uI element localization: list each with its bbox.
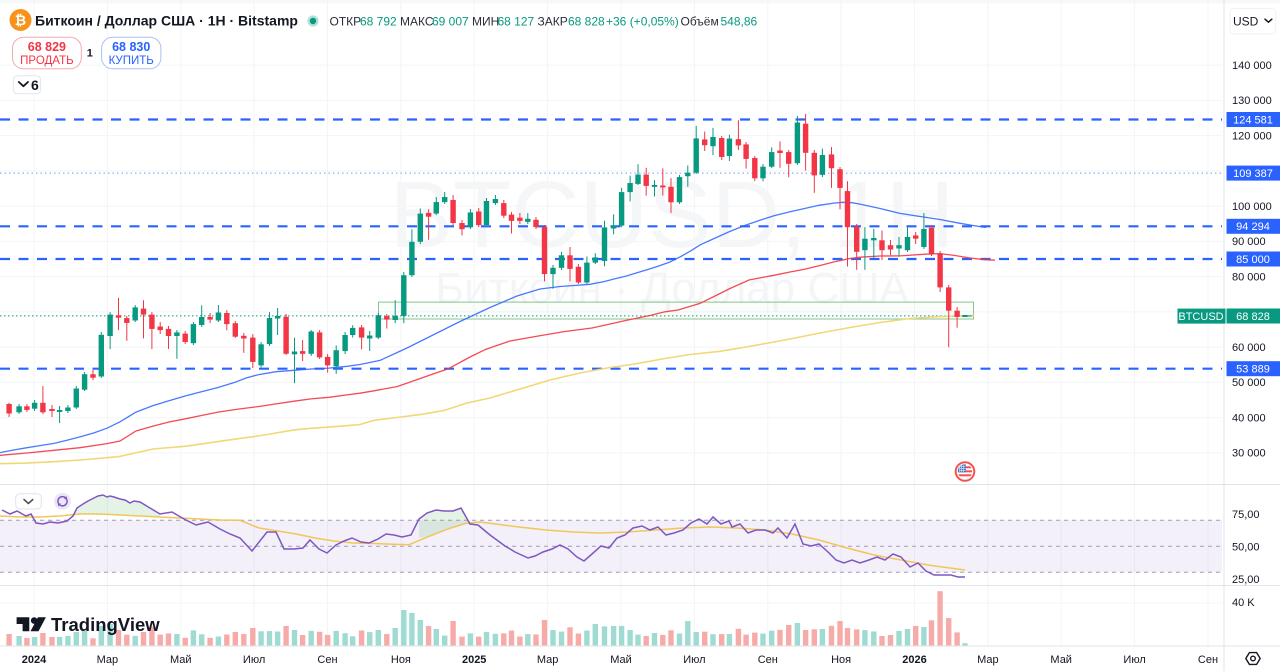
svg-text:Май: Май <box>610 654 632 666</box>
svg-text:Сен: Сен <box>758 654 778 666</box>
svg-text:2024: 2024 <box>22 654 47 666</box>
svg-text:Мар: Мар <box>537 654 559 666</box>
svg-text:TradingView: TradingView <box>51 614 160 635</box>
svg-text:1: 1 <box>87 48 93 60</box>
svg-text:Сен: Сен <box>317 654 337 666</box>
svg-text:ПРОДАТЬ: ПРОДАТЬ <box>20 55 74 67</box>
svg-text:124 581: 124 581 <box>1233 114 1273 126</box>
svg-text:Мар: Мар <box>97 654 119 666</box>
svg-text:2025: 2025 <box>462 654 486 666</box>
svg-text:109 387: 109 387 <box>1233 168 1273 180</box>
svg-text:69 007: 69 007 <box>432 15 469 29</box>
svg-text:120 000: 120 000 <box>1232 130 1272 142</box>
svg-text:100 000: 100 000 <box>1232 201 1272 213</box>
svg-text:Сен: Сен <box>1198 654 1218 666</box>
svg-text:BTCUSD: BTCUSD <box>1178 311 1223 323</box>
svg-text:Июл: Июл <box>243 654 265 666</box>
svg-text:548,86: 548,86 <box>721 15 758 29</box>
svg-text:ОТКР: ОТКР <box>330 15 362 29</box>
svg-text:80 000: 80 000 <box>1232 271 1266 283</box>
svg-text:Май: Май <box>1050 654 1072 666</box>
svg-text:53 889: 53 889 <box>1236 364 1270 376</box>
svg-text:50 000: 50 000 <box>1232 377 1266 389</box>
svg-text:94 294: 94 294 <box>1236 221 1270 233</box>
svg-text:КУПИТЬ: КУПИТЬ <box>109 55 154 67</box>
svg-text:30 000: 30 000 <box>1232 448 1266 460</box>
svg-text:Май: Май <box>170 654 192 666</box>
svg-text:Биткоин / Доллар США · 1H · Bi: Биткоин / Доллар США · 1H · Bitstamp <box>35 13 298 29</box>
svg-text:+36 (+0,05%): +36 (+0,05%) <box>606 15 679 29</box>
svg-text:130 000: 130 000 <box>1232 95 1272 107</box>
svg-text:Мар: Мар <box>977 654 999 666</box>
svg-text:40 K: 40 K <box>1232 597 1255 609</box>
svg-text:68 792: 68 792 <box>360 15 397 29</box>
svg-text:75,00: 75,00 <box>1232 509 1260 521</box>
svg-text:68 829: 68 829 <box>28 40 66 54</box>
svg-text:МИН: МИН <box>472 15 499 29</box>
svg-text:BTCUSD, 1H: BTCUSD, 1H <box>390 162 955 268</box>
svg-text:Июл: Июл <box>1123 654 1145 666</box>
svg-text:Ноя: Ноя <box>391 654 411 666</box>
svg-text:140 000: 140 000 <box>1232 60 1272 72</box>
svg-text:25,00: 25,00 <box>1232 574 1260 586</box>
svg-text:50,00: 50,00 <box>1232 541 1260 553</box>
svg-text:₿: ₿ <box>15 12 26 28</box>
svg-text:68 828: 68 828 <box>568 15 605 29</box>
svg-text:60 000: 60 000 <box>1232 342 1266 354</box>
svg-text:МАКС: МАКС <box>400 15 434 29</box>
svg-text:68 828: 68 828 <box>1236 311 1270 323</box>
svg-text:Ноя: Ноя <box>831 654 851 666</box>
svg-text:6: 6 <box>31 77 39 93</box>
svg-text:85 000: 85 000 <box>1236 254 1270 266</box>
svg-text:Биткоин · Доллар США: Биткоин · Доллар США <box>435 264 909 313</box>
svg-text:USD: USD <box>1233 15 1259 29</box>
svg-text:ЗАКР: ЗАКР <box>538 15 568 29</box>
svg-text:2026: 2026 <box>902 654 926 666</box>
svg-text:68 127: 68 127 <box>498 15 535 29</box>
svg-text:Объём: Объём <box>681 15 719 29</box>
svg-text:68 830: 68 830 <box>112 40 150 54</box>
svg-text:40 000: 40 000 <box>1232 412 1266 424</box>
svg-text:Июл: Июл <box>683 654 705 666</box>
svg-text:90 000: 90 000 <box>1232 236 1266 248</box>
